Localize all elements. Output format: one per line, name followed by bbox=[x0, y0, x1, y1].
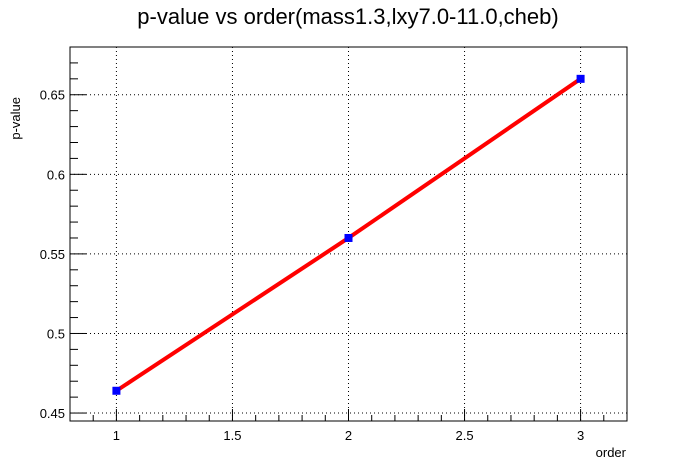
y-tick-label-1: 0.5 bbox=[47, 326, 65, 341]
x-axis-label: order bbox=[596, 445, 627, 460]
x-tick-label-3: 2.5 bbox=[456, 428, 474, 443]
y-tick-label-3: 0.6 bbox=[47, 167, 65, 182]
x-tick-label-1: 1.5 bbox=[223, 428, 241, 443]
y-tick-label-2: 0.55 bbox=[40, 247, 65, 262]
x-tick-label-4: 3 bbox=[577, 428, 584, 443]
x-tick-label-2: 2 bbox=[345, 428, 352, 443]
y-tick-label-0: 0.45 bbox=[40, 406, 65, 421]
data-point-0-1 bbox=[344, 233, 353, 242]
data-point-0-0 bbox=[112, 386, 121, 395]
series-group bbox=[112, 74, 585, 395]
chart-title: p-value vs order(mass1.3,lxy7.0-11.0,che… bbox=[137, 4, 558, 29]
data-point-0-2 bbox=[576, 74, 585, 83]
axes bbox=[69, 46, 628, 422]
tick-labels: 1 1.5 2 2.5 3 0.45 0.5 0.55 0.6 0.65 bbox=[40, 88, 585, 443]
y-tick-label-4: 0.65 bbox=[40, 88, 65, 103]
y-axis-label: p-value bbox=[8, 97, 23, 140]
grid bbox=[70, 47, 627, 421]
x-tick-label-0: 1 bbox=[113, 428, 120, 443]
